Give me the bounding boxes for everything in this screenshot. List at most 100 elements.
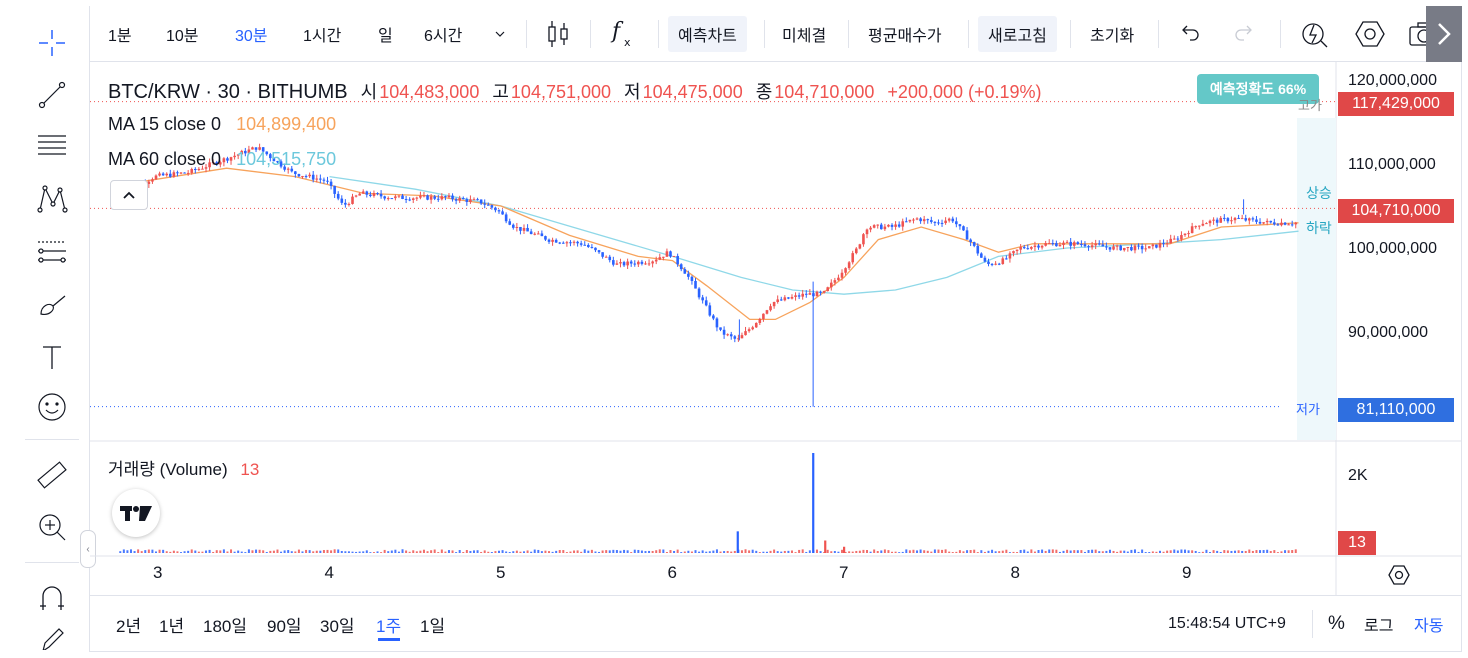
symbol-legend: BTC/KRW · 30 · BITHUMB 시 104,483,000 고 104… (108, 78, 1044, 104)
volume-bar (887, 550, 890, 553)
candle-body (286, 168, 290, 170)
volume-bar (808, 550, 811, 553)
candle-body (869, 227, 872, 230)
emoji-icon[interactable] (35, 390, 69, 424)
volume-bar (1083, 551, 1086, 553)
candle-body (244, 150, 247, 154)
ma15-legend[interactable]: MA 15 close 0 104,899,400 (108, 114, 338, 135)
candle-body (1026, 248, 1030, 250)
volume-bar (269, 550, 272, 553)
text-icon[interactable] (35, 340, 69, 374)
candle-body (1262, 222, 1265, 224)
unfilled-orders-button[interactable]: 미체결 (782, 28, 827, 45)
magnet-icon[interactable] (35, 582, 69, 616)
range-2y[interactable]: 2년 (116, 616, 142, 636)
candle-body (354, 195, 358, 197)
candle-body (1180, 235, 1183, 240)
candle-body (651, 261, 654, 264)
avg-buy-price-button[interactable]: 평균매수가 (868, 28, 942, 45)
volume-bar (180, 552, 183, 553)
interval-30m[interactable]: 30분 (235, 28, 268, 45)
ruler-icon[interactable] (35, 458, 69, 492)
volume-legend[interactable]: 거래량 (Volume) 13 (108, 455, 259, 480)
volume-bar (1069, 550, 1072, 553)
volume-bar (119, 551, 122, 553)
refresh-button[interactable]: 새로고침 (978, 16, 1057, 52)
range-90d[interactable]: 90일 (267, 616, 302, 636)
volume-bar (944, 549, 947, 553)
next-arrow-icon[interactable] (1426, 6, 1462, 62)
candle-body (744, 331, 747, 336)
brush-icon[interactable] (35, 288, 69, 322)
settings-hexagon-icon[interactable] (1354, 6, 1386, 62)
fib-icon[interactable] (35, 234, 69, 268)
trendline-icon[interactable] (35, 78, 69, 112)
volume-bar (505, 551, 508, 553)
pattern-icon[interactable] (35, 182, 69, 216)
ma15-value: 104,899,400 (236, 114, 337, 134)
auto-toggle[interactable]: 자동 (1414, 618, 1444, 635)
redo-icon[interactable] (1232, 6, 1256, 62)
crosshair-icon[interactable] (35, 26, 69, 60)
chevron-down-icon[interactable] (493, 6, 507, 62)
interval-10m[interactable]: 10분 (166, 28, 199, 45)
interval-1d[interactable]: 일 (378, 28, 393, 45)
candle-body (1122, 247, 1126, 251)
volume-bar (630, 552, 633, 553)
collapse-toolbar-tab[interactable]: ‹ (80, 530, 96, 568)
volume-bar (1044, 550, 1047, 553)
volume-bar (1166, 550, 1169, 553)
volume-bar (916, 550, 919, 553)
volume-bar (851, 551, 854, 553)
candle-body (672, 255, 676, 257)
reset-button[interactable]: 초기화 (1090, 28, 1135, 45)
undo-icon[interactable] (1178, 6, 1202, 62)
toolbar-divider (25, 562, 79, 563)
percent-toggle[interactable]: % (1328, 613, 1345, 634)
candle-body (276, 161, 279, 163)
clock-timezone[interactable]: 15:48:54 UTC+9 (1168, 615, 1286, 632)
horizontal-lines-icon[interactable] (35, 128, 69, 162)
ma60-legend[interactable]: MA 60 close 0 104,515,750 (108, 149, 338, 170)
alert-icon[interactable] (1300, 6, 1330, 62)
candle-body (726, 334, 729, 336)
legend-collapse-button[interactable] (110, 180, 148, 210)
range-30d[interactable]: 30일 (320, 616, 355, 636)
pencil-icon[interactable] (35, 626, 69, 650)
forecast-down-label: 하락 (1306, 220, 1332, 236)
forecast-chart-button[interactable]: 예측차트 (668, 16, 747, 52)
candle-body (469, 199, 472, 202)
range-1d[interactable]: 1일 (420, 616, 446, 636)
candle-body (519, 226, 522, 231)
symbol-title[interactable]: BTC/KRW · 30 · BITHUMB (108, 81, 348, 103)
tradingview-logo-icon[interactable] (112, 489, 160, 537)
range-180d[interactable]: 180일 (203, 616, 248, 636)
volume-bar (619, 550, 622, 553)
interval-6h[interactable]: 6시간 (424, 28, 463, 45)
candle-body (1197, 225, 1201, 227)
candle-body (597, 250, 601, 253)
candle-body (219, 162, 222, 165)
log-toggle[interactable]: 로그 (1364, 618, 1394, 635)
volume-bar (447, 550, 450, 553)
candle-body (794, 295, 797, 297)
interval-1h[interactable]: 1시간 (303, 28, 342, 45)
interval-1m[interactable]: 1분 (108, 28, 132, 45)
range-1y[interactable]: 1년 (159, 616, 185, 636)
volume-bar (151, 549, 154, 553)
zoom-in-icon[interactable] (35, 510, 69, 544)
candle-body (497, 210, 501, 212)
volume-bar (251, 550, 254, 553)
volume-bar (623, 549, 626, 553)
range-1w[interactable]: 1주 (376, 616, 402, 636)
candle-body (1044, 243, 1047, 246)
candle-body (797, 295, 801, 297)
volume-bar (891, 551, 894, 553)
axis-settings-icon[interactable] (1388, 560, 1410, 590)
candle-body (858, 244, 862, 249)
volume-bar (1001, 550, 1004, 553)
time-tick: 6 (667, 563, 677, 582)
candle-type-icon[interactable] (545, 6, 571, 62)
